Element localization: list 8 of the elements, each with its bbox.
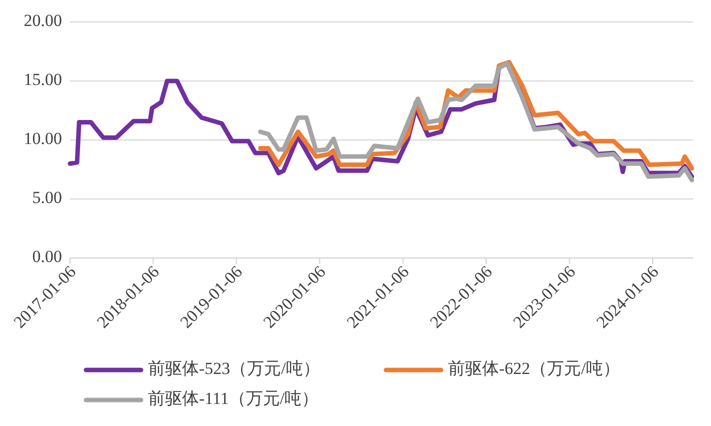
legend-label: 前驱体-111（万元/吨） (148, 388, 319, 408)
y-tick-label: 15.00 (24, 70, 62, 89)
y-tick-label: 5.00 (32, 188, 62, 207)
legend-label: 前驱体-523（万元/吨） (148, 358, 320, 378)
y-tick-label: 10.00 (24, 128, 62, 148)
y-tick-label: 20.00 (24, 10, 62, 30)
legend-label: 前驱体-622（万元/吨） (448, 358, 620, 378)
y-tick-label: 0.00 (32, 246, 62, 266)
